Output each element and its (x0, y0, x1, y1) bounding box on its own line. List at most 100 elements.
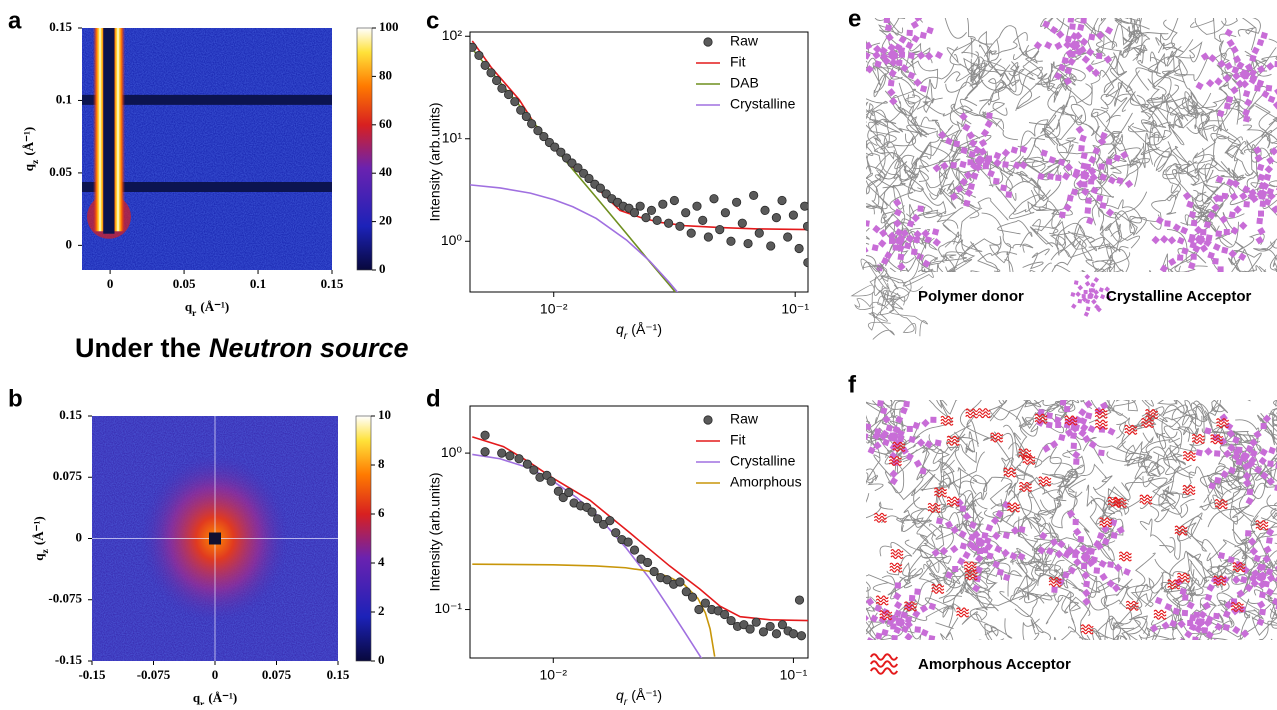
acceptor-unit (1258, 457, 1266, 465)
acceptor-unit (853, 54, 861, 62)
polymer-chain (1140, 0, 1182, 6)
axis-unit: (Å⁻¹) (200, 299, 229, 314)
acceptor-unit (1255, 236, 1263, 244)
acceptor-unit (1106, 208, 1114, 216)
acceptor-unit (928, 635, 935, 642)
acceptor-unit (1183, 279, 1189, 285)
data-point (650, 567, 658, 575)
data-point (511, 97, 519, 105)
polymer-chain (965, 591, 998, 635)
polymer-chain (864, 385, 892, 413)
acceptor-unit (1244, 98, 1252, 106)
polymer-chain (1109, 374, 1140, 388)
x-tick-label: 0 (212, 667, 219, 682)
polymer-chain (1159, 415, 1196, 449)
acceptor-unit (925, 440, 933, 448)
plot-frame (470, 32, 808, 292)
polymer-chain (1053, 0, 1080, 5)
acceptor-unit (1187, 620, 1193, 626)
data-point (643, 558, 651, 566)
legend-label: Crystalline (730, 96, 796, 112)
acceptor-unit (935, 439, 942, 446)
polymer-chain (1149, 339, 1176, 389)
acceptor-unit (1202, 627, 1208, 633)
acceptor-unit (936, 517, 943, 524)
data-point (547, 477, 555, 485)
acceptor-unit (1078, 145, 1085, 152)
amorphous-unit (1256, 521, 1268, 524)
amorphous-unit (889, 463, 901, 466)
acceptor-unit (907, 220, 915, 228)
data-point (506, 452, 514, 460)
polymer-chain (984, 26, 1026, 60)
amorphous-unit (1211, 435, 1223, 438)
acceptor-unit (872, 244, 879, 251)
acceptor-unit (1081, 8, 1089, 16)
acceptor-unit (921, 419, 929, 427)
acceptor-unit (1236, 79, 1244, 87)
colorbar-label: 100 (379, 19, 399, 34)
polymer-chain (1182, 415, 1198, 454)
acceptor-unit (1271, 205, 1277, 213)
polymer-chain (929, 640, 954, 653)
amorphous-unit (871, 661, 897, 667)
polymer-chain (1204, 640, 1244, 669)
diagram-legend: Crystalline Acceptor (1106, 288, 1251, 305)
axis-symbol: q (616, 321, 624, 337)
amorphous-unit (874, 513, 886, 516)
polymer-chain (991, 370, 1019, 389)
acceptor-unit (1100, 402, 1108, 410)
panel-letter: e (848, 5, 861, 32)
acceptor-unit (898, 254, 905, 261)
acceptor-unit (855, 36, 863, 44)
acceptor-unit (1253, 430, 1261, 438)
axis-symbol: q (616, 687, 624, 703)
acceptor-unit (914, 626, 921, 633)
acceptor-unit (1221, 247, 1228, 254)
acceptor-unit (963, 551, 971, 559)
polymer-chain (843, 619, 864, 633)
acceptor-unit (1160, 265, 1168, 273)
amorphous-unit (928, 503, 940, 506)
polymer-chain (836, 278, 878, 302)
plot-area (468, 41, 812, 304)
colorbar (357, 28, 372, 270)
polymer-chain (868, 291, 890, 330)
acceptor-unit (1089, 441, 1097, 449)
axis-label: qr(Å⁻¹) (193, 690, 237, 705)
acceptor-unit (893, 592, 901, 600)
polymer-chain (862, 173, 887, 194)
legend-label: DAB (730, 75, 759, 91)
acceptor-unit (856, 420, 863, 427)
legend-label: Raw (730, 33, 759, 49)
acceptor-unit (1239, 221, 1247, 229)
acceptor-unit (1010, 552, 1018, 560)
amorphous-unit (1004, 474, 1016, 477)
amorphous-unit (935, 488, 947, 491)
polymer-chain (1023, 619, 1040, 643)
acceptor-unit (1088, 178, 1094, 184)
polymer-chain (919, 166, 947, 188)
amorphous-unit (978, 412, 990, 415)
acceptor-unit (843, 432, 850, 439)
data-point (783, 233, 791, 241)
amorphous-unit (890, 563, 902, 566)
acceptor-unit (1246, 497, 1254, 505)
amorphous-unit (1154, 613, 1166, 616)
data-point (630, 546, 638, 554)
y-tick-label: 0.075 (53, 468, 83, 483)
acceptor-unit (1224, 103, 1231, 110)
acceptor-unit (844, 54, 852, 62)
acceptor-unit (1243, 115, 1250, 122)
amorphous-unit (1183, 455, 1195, 458)
acceptor-unit (1086, 217, 1094, 225)
axis-subscript: r (192, 308, 197, 319)
data-point (795, 244, 803, 252)
acceptor-unit (1086, 306, 1091, 311)
acceptor-unit (1245, 530, 1251, 536)
polymer-chain (1128, 370, 1149, 400)
acceptor-unit (878, 239, 886, 247)
polymer-chain (1087, 0, 1122, 20)
acceptor-unit (1084, 312, 1089, 317)
data-point (795, 596, 803, 604)
